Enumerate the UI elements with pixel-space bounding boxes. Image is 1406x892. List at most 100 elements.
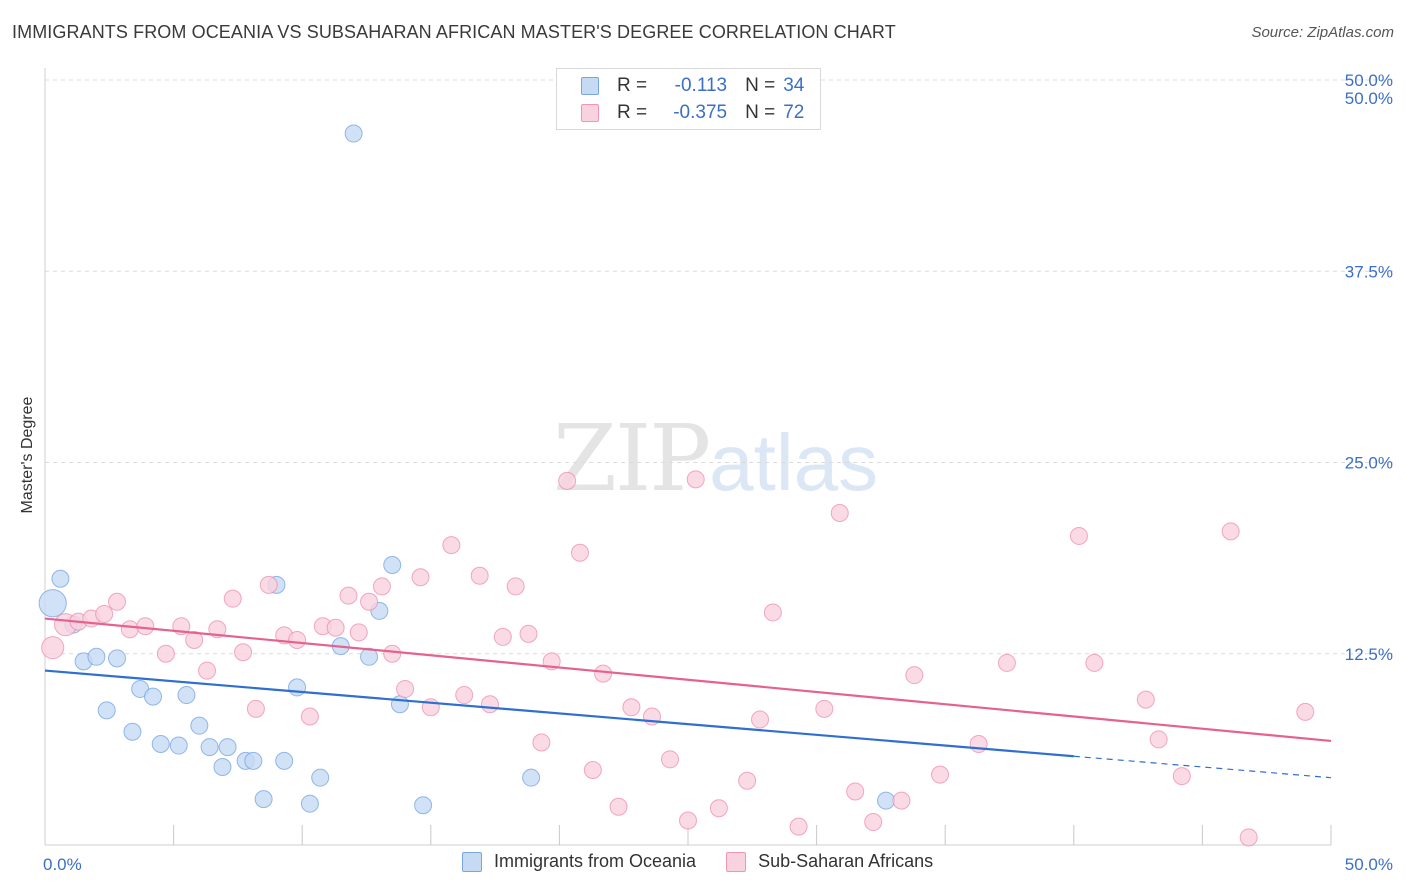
point-oceania [254, 790, 273, 809]
point-oceania [151, 735, 170, 754]
point-oceania [177, 686, 196, 705]
point-subsaharan [1085, 653, 1104, 672]
point-subsaharan [931, 765, 950, 784]
watermark: ZIPatlas [553, 405, 878, 512]
point-subsaharan [905, 666, 924, 685]
point-subsaharan [108, 592, 127, 611]
point-subsaharan [570, 543, 589, 562]
point-subsaharan [383, 644, 402, 663]
point-oceania [218, 738, 237, 757]
legend-swatch-subsaharan [581, 104, 599, 122]
point-oceania [522, 768, 541, 787]
legend-swatch-oceania [462, 851, 482, 872]
point-subsaharan [1069, 526, 1088, 545]
source-note: Source: ZipAtlas.com [1251, 24, 1394, 41]
point-subsaharan [830, 503, 849, 522]
legend-label-subsaharan: Sub-Saharan Africans [758, 851, 934, 871]
point-subsaharan [185, 630, 204, 649]
point-subsaharan [223, 589, 242, 608]
point-subsaharan [1296, 702, 1315, 721]
point-subsaharan [594, 664, 613, 683]
point-subsaharan [259, 575, 278, 594]
legend-r-label: R = [617, 102, 648, 123]
point-subsaharan [763, 603, 782, 622]
point-oceania [200, 738, 219, 757]
point-oceania [144, 687, 163, 706]
trendline-subsaharan [44, 617, 1332, 743]
legend-row-subsaharan: R = -0.375 N = 72 [581, 100, 804, 126]
point-subsaharan [349, 623, 368, 642]
point-oceania [414, 796, 433, 815]
point-subsaharan [506, 577, 525, 596]
legend-item-oceania[interactable]: Immigrants from Oceania [462, 851, 696, 872]
point-subsaharan [372, 577, 391, 596]
y-tick-label: 12.5% [1345, 645, 1393, 664]
point-oceania [123, 722, 142, 741]
point-subsaharan [120, 620, 139, 639]
trendline-oceania [44, 669, 1074, 758]
point-subsaharan [1221, 522, 1240, 541]
y-tick-label: 50.0% [1345, 89, 1393, 108]
legend-item-subsaharan[interactable]: Sub-Saharan Africans [726, 851, 933, 872]
y-axis-label: Master's Degree [19, 396, 36, 514]
point-subsaharan [519, 624, 538, 643]
legend-n-value: 72 [783, 102, 805, 123]
point-oceania [244, 751, 263, 770]
legend-r-label: R = [617, 75, 648, 96]
point-subsaharan [288, 630, 307, 649]
point-subsaharan [969, 735, 988, 754]
stats-legend: R = -0.113 N = 34 R = -0.375 N = 72 [556, 68, 821, 130]
point-subsaharan [686, 470, 705, 489]
point-subsaharan [738, 771, 757, 790]
point-subsaharan [789, 817, 808, 836]
legend-swatch-oceania [581, 77, 599, 95]
point-oceania [288, 678, 307, 697]
y-tick-label: 50.0% [1345, 71, 1393, 90]
point-subsaharan [622, 698, 641, 717]
point-oceania [344, 124, 363, 143]
point-subsaharan [660, 750, 679, 769]
point-oceania [300, 794, 319, 813]
point-subsaharan [532, 733, 551, 752]
point-oceania [383, 556, 402, 575]
watermark-zip: ZIP [553, 405, 711, 512]
point-oceania [169, 736, 188, 755]
point-subsaharan [679, 811, 697, 830]
point-subsaharan [1149, 730, 1168, 749]
point-oceania [390, 695, 409, 714]
point-subsaharan [396, 679, 415, 698]
point-subsaharan [156, 644, 175, 663]
point-subsaharan [609, 797, 628, 816]
point-subsaharan [846, 782, 865, 801]
point-oceania [87, 647, 106, 666]
point-oceania [275, 751, 294, 770]
legend-n-label: N = [745, 102, 776, 123]
legend-r-value: -0.113 [674, 75, 728, 96]
x-tick-label: 0.0% [43, 855, 82, 874]
point-subsaharan [360, 592, 379, 611]
point-subsaharan [1172, 767, 1191, 786]
point-oceania [38, 589, 67, 618]
point-subsaharan [493, 627, 512, 646]
point-subsaharan [300, 707, 319, 726]
watermark-atlas: atlas [709, 418, 879, 507]
point-subsaharan [411, 568, 430, 587]
y-tick-label: 25.0% [1345, 454, 1393, 473]
legend-n-value: 34 [783, 75, 805, 96]
point-oceania [311, 768, 330, 787]
point-subsaharan [95, 604, 114, 623]
point-subsaharan [751, 710, 770, 729]
point-subsaharan [326, 618, 345, 637]
point-subsaharan [41, 636, 65, 660]
point-oceania [51, 569, 70, 588]
y-tick-label: 37.5% [1345, 262, 1393, 281]
point-subsaharan [339, 586, 358, 605]
trendline-oceania-extension [1073, 755, 1332, 779]
legend-swatch-subsaharan [726, 851, 747, 872]
point-subsaharan [892, 791, 911, 810]
point-subsaharan [480, 695, 499, 714]
point-subsaharan [864, 813, 883, 832]
point-subsaharan [455, 686, 474, 705]
point-subsaharan [558, 471, 577, 490]
